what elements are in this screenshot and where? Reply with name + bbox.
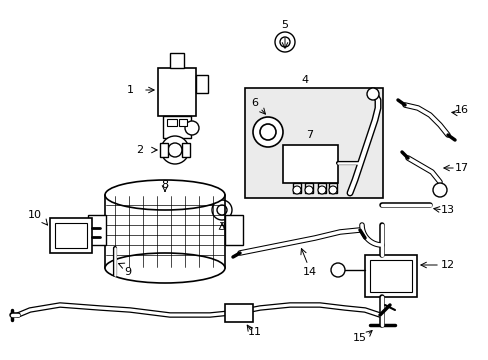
Bar bbox=[317, 183, 325, 193]
Text: 10: 10 bbox=[28, 210, 42, 220]
Bar bbox=[364, 255, 416, 297]
Text: 3: 3 bbox=[218, 222, 225, 232]
Text: 5: 5 bbox=[281, 20, 288, 30]
Text: 7: 7 bbox=[306, 130, 313, 140]
Bar bbox=[224, 215, 243, 245]
Bar bbox=[170, 53, 183, 68]
Text: 17: 17 bbox=[454, 163, 468, 173]
Bar bbox=[244, 88, 382, 198]
Circle shape bbox=[212, 200, 231, 220]
Circle shape bbox=[184, 121, 199, 135]
Circle shape bbox=[252, 117, 283, 147]
Bar bbox=[88, 215, 106, 245]
Circle shape bbox=[217, 205, 226, 215]
Circle shape bbox=[161, 136, 189, 164]
Circle shape bbox=[292, 186, 301, 194]
Text: 13: 13 bbox=[440, 205, 454, 215]
Circle shape bbox=[366, 88, 378, 100]
Text: 1: 1 bbox=[126, 85, 133, 95]
Bar bbox=[167, 119, 177, 126]
Circle shape bbox=[328, 186, 336, 194]
Circle shape bbox=[168, 143, 182, 157]
Bar bbox=[163, 116, 191, 138]
Circle shape bbox=[260, 124, 275, 140]
Bar bbox=[305, 183, 312, 193]
Bar bbox=[158, 68, 196, 116]
Bar bbox=[160, 143, 168, 157]
Bar bbox=[105, 195, 224, 268]
Bar bbox=[179, 119, 186, 126]
Text: 4: 4 bbox=[301, 75, 308, 85]
Bar bbox=[283, 145, 337, 183]
Circle shape bbox=[274, 32, 294, 52]
Text: 15: 15 bbox=[352, 333, 366, 343]
Text: 8: 8 bbox=[161, 180, 168, 190]
Bar bbox=[55, 223, 87, 248]
Circle shape bbox=[432, 183, 446, 197]
Circle shape bbox=[280, 37, 289, 47]
Text: 12: 12 bbox=[440, 260, 454, 270]
Bar bbox=[328, 183, 336, 193]
Text: 16: 16 bbox=[454, 105, 468, 115]
Ellipse shape bbox=[105, 180, 224, 210]
Bar bbox=[196, 75, 207, 93]
Bar bbox=[369, 260, 411, 292]
Bar bbox=[182, 143, 190, 157]
Circle shape bbox=[330, 263, 345, 277]
Text: 2: 2 bbox=[136, 145, 143, 155]
Circle shape bbox=[305, 186, 312, 194]
Bar bbox=[292, 183, 301, 193]
Ellipse shape bbox=[105, 253, 224, 283]
Text: 6: 6 bbox=[251, 98, 258, 108]
Text: 11: 11 bbox=[247, 327, 262, 337]
Bar bbox=[224, 304, 252, 322]
Text: 9: 9 bbox=[124, 267, 131, 277]
Text: 14: 14 bbox=[303, 267, 316, 277]
Bar bbox=[50, 218, 92, 253]
Circle shape bbox=[317, 186, 325, 194]
